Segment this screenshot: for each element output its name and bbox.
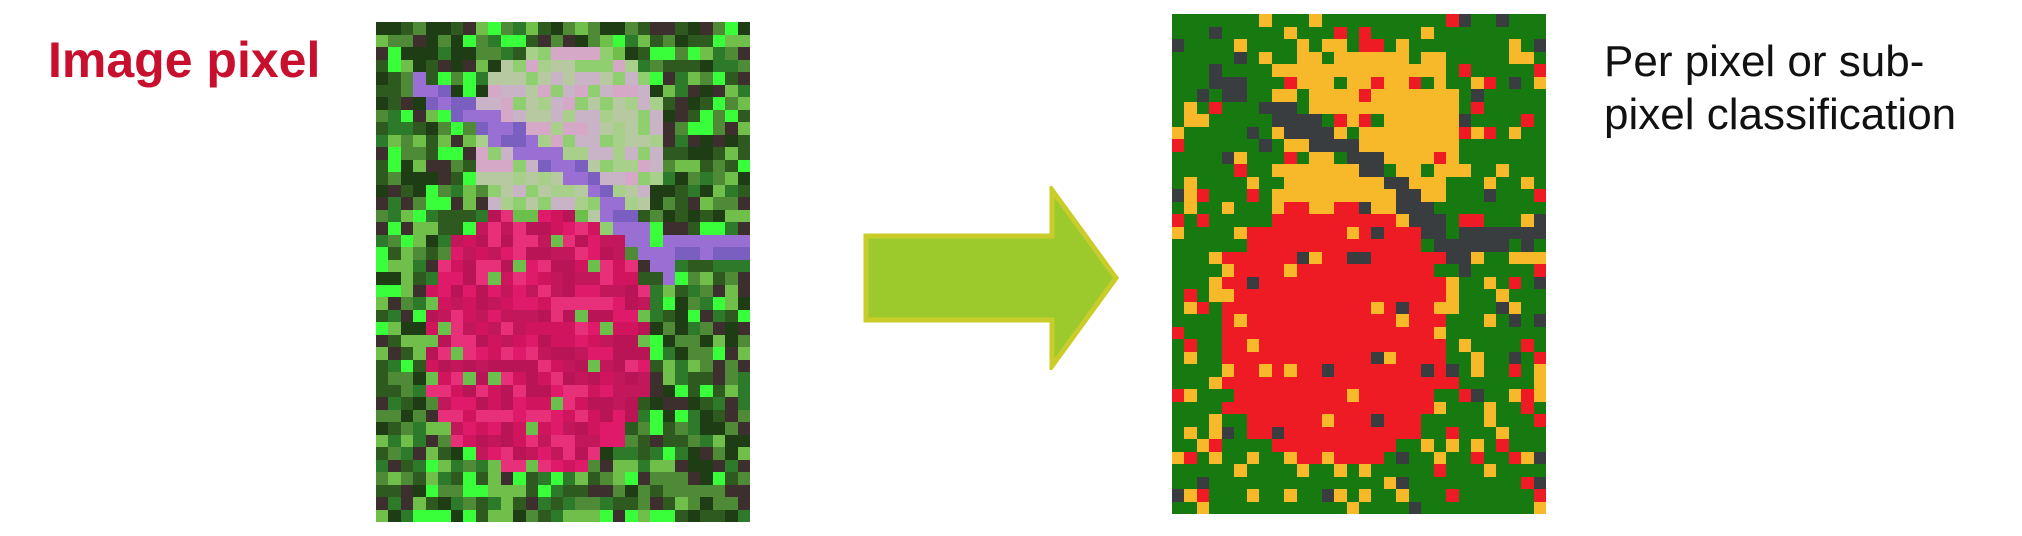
image-pixel-label: Image pixel [48,32,321,88]
right-arrow-icon [863,186,1120,370]
classified-image [1172,14,1546,514]
classification-label-line-2: pixel classification [1604,89,1957,139]
classification-label-line-1: Per pixel or sub- [1604,37,1925,86]
classification-label: Per pixel or sub- pixel classification [1604,36,2014,142]
satellite-image [376,22,750,522]
